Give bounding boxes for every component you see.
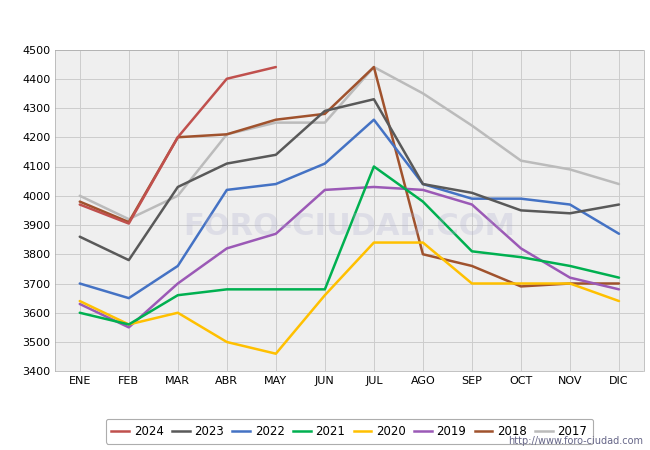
Legend: 2024, 2023, 2022, 2021, 2020, 2019, 2018, 2017: 2024, 2023, 2022, 2021, 2020, 2019, 2018… — [105, 419, 593, 444]
Text: http://www.foro-ciudad.com: http://www.foro-ciudad.com — [508, 436, 644, 446]
Text: FORO-CIUDAD.COM: FORO-CIUDAD.COM — [183, 212, 515, 241]
Text: Afiliados en Sant Carles de la Ràpita a 31/5/2024: Afiliados en Sant Carles de la Ràpita a … — [129, 16, 521, 32]
